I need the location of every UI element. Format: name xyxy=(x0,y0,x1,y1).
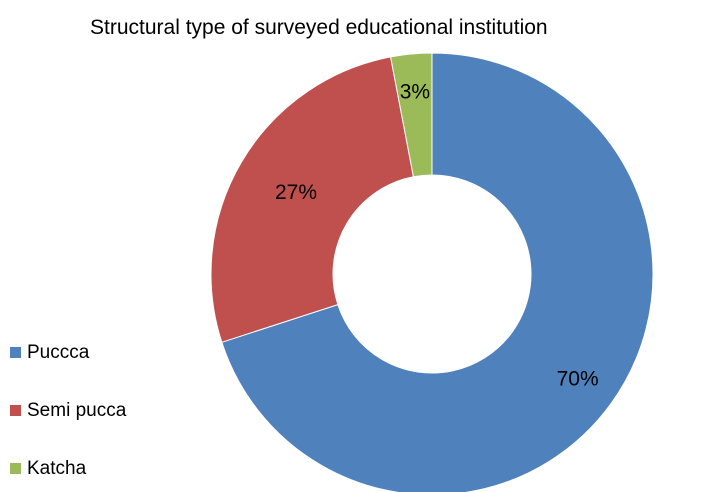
chart-title: Structural type of surveyed educational … xyxy=(90,16,548,39)
legend-label-katcha: Katcha xyxy=(27,457,87,479)
legend-item-katcha: Katcha xyxy=(10,454,126,483)
data-label-katcha: 3% xyxy=(400,80,430,103)
legend-swatch-katcha xyxy=(10,463,21,474)
legend-item-semi-pucca: Semi pucca xyxy=(10,396,126,425)
slice-katcha xyxy=(390,52,433,178)
legend: Puccca Semi pucca Katcha xyxy=(10,338,126,492)
slice-semi-pucca xyxy=(210,56,415,343)
legend-label-semi-pucca: Semi pucca xyxy=(27,399,127,421)
legend-swatch-puccca xyxy=(10,347,21,358)
data-label-semi-pucca: 27% xyxy=(275,181,317,204)
slice-puccca xyxy=(221,52,654,492)
legend-label-puccca: Puccca xyxy=(27,341,90,363)
legend-item-puccca: Puccca xyxy=(10,338,126,367)
legend-swatch-semi-pucca xyxy=(10,405,21,416)
data-label-puccca: 70% xyxy=(557,367,599,390)
